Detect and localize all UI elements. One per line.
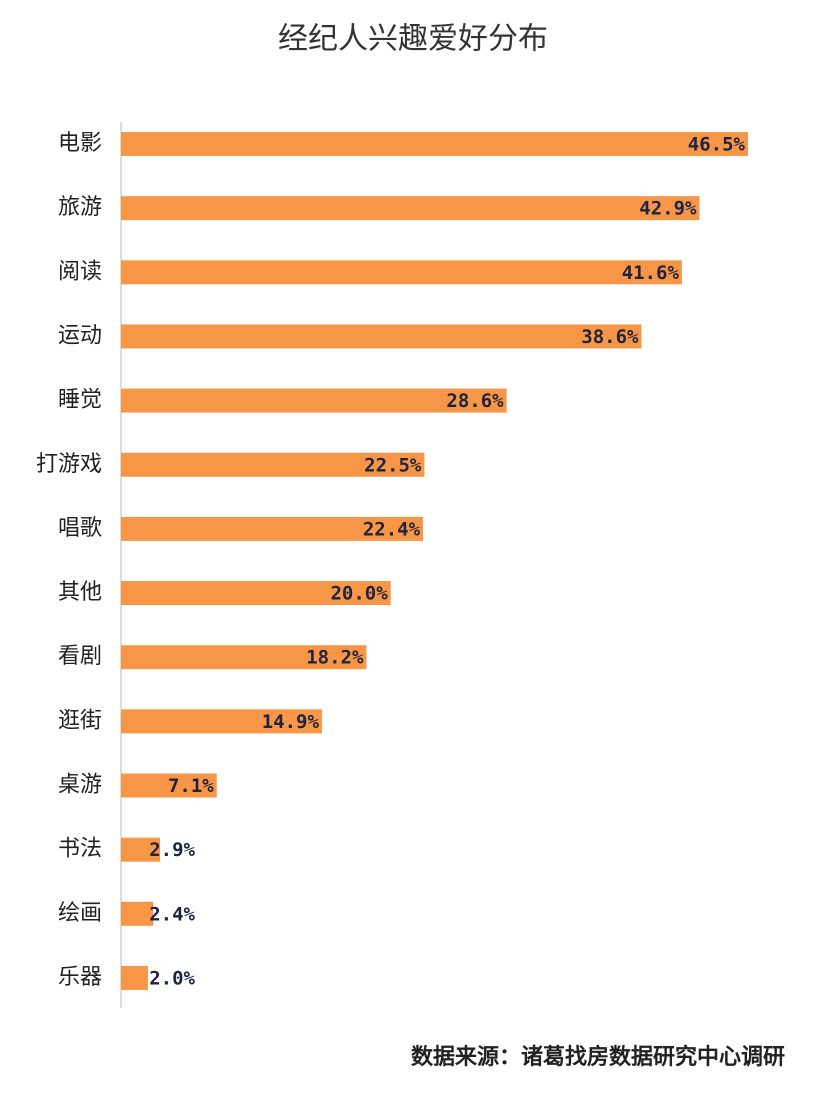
bar [121, 965, 148, 990]
category-label: 唱歌 [58, 516, 102, 541]
value-label: 2.4% [149, 903, 195, 925]
bar [121, 388, 507, 413]
bar [121, 709, 322, 734]
category-label: 逛街 [58, 708, 102, 733]
bar [121, 260, 682, 285]
bar [121, 324, 642, 349]
bar [121, 196, 700, 221]
value-label: 28.6% [446, 390, 504, 412]
category-label: 电影 [58, 131, 102, 156]
value-label: 22.5% [364, 454, 422, 476]
bar [121, 581, 391, 606]
value-label: 20.0% [330, 583, 388, 605]
category-label: 看剧 [58, 644, 102, 669]
value-label: 38.6% [581, 326, 639, 348]
value-label: 41.6% [622, 262, 680, 284]
chart-title: 经纪人兴趣爱好分布 [278, 22, 548, 57]
category-label: 运动 [58, 323, 102, 348]
category-label: 阅读 [58, 259, 102, 284]
bar [121, 645, 367, 670]
category-label: 桌游 [58, 773, 102, 798]
category-label: 睡觉 [58, 388, 102, 413]
bar [121, 901, 154, 926]
bar [121, 452, 425, 477]
category-label: 打游戏 [36, 452, 102, 477]
value-label: 2.9% [149, 839, 195, 861]
value-label: 46.5% [688, 134, 746, 156]
bar [121, 516, 424, 541]
bar [121, 132, 748, 156]
category-label: 绘画 [58, 901, 102, 926]
category-label: 乐器 [58, 965, 102, 990]
source-note: 数据来源：诸葛找房数据研究中心调研 [411, 1044, 785, 1070]
value-label: 14.9% [262, 711, 320, 733]
value-label: 7.1% [168, 775, 214, 797]
value-label: 22.4% [363, 518, 421, 540]
bar [121, 773, 217, 798]
bar [121, 837, 161, 862]
category-label: 旅游 [58, 195, 102, 220]
value-label: 2.0% [149, 967, 195, 989]
value-label: 42.9% [639, 198, 697, 220]
category-label: 其他 [58, 580, 102, 605]
category-label: 书法 [58, 837, 102, 862]
value-label: 18.2% [306, 647, 364, 669]
